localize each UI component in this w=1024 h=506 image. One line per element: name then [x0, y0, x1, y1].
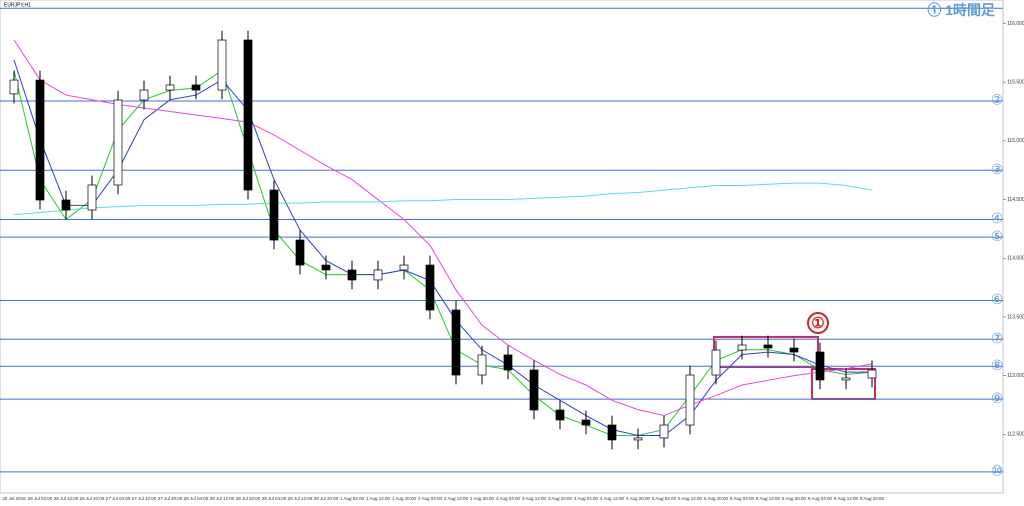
x-tick-label: 29 Jul 12:00	[288, 496, 313, 501]
y-tick-label: 115.000	[1007, 138, 1024, 144]
ma-line	[13, 39, 873, 417]
x-tick-label: 1 Aug 04:00	[340, 496, 365, 501]
candle-body	[529, 369, 539, 411]
y-tick-label: 112.500	[1007, 432, 1024, 438]
level-label: ④	[991, 210, 1004, 226]
y-tick-label: 114.000	[1007, 256, 1024, 262]
x-tick-label: 27 Jul 20:00	[158, 496, 183, 501]
x-tick-label: 29 Jul 20:00	[314, 496, 339, 501]
x-tick-label: 2 Aug 12:00	[444, 496, 469, 501]
ma-line	[13, 182, 873, 216]
x-tick-label: 8 Aug 20:00	[782, 496, 807, 501]
candle-body	[165, 84, 175, 91]
candle-body	[503, 354, 513, 371]
annotation: ①	[811, 315, 824, 332]
y-tick-label: 113.000	[1007, 373, 1024, 379]
level-label: ⑧	[991, 357, 1004, 373]
candle-body	[659, 424, 669, 439]
x-tick-label: 3 Aug 12:00	[522, 496, 547, 501]
x-tick-label: 28 Jul 12:00	[210, 496, 235, 501]
level-label: ⑤	[991, 228, 1004, 244]
x-tick-label: 1 Aug 20:00	[392, 496, 417, 501]
x-tick-label: 4 Aug 12:00	[600, 496, 625, 501]
y-tick-label: 116.000	[1007, 21, 1024, 27]
y-tick-label: 114.500	[1007, 197, 1024, 203]
x-tick-label: 28 Jul 04:00	[184, 496, 209, 501]
candle-body	[581, 419, 591, 426]
x-tick-label: 5 Aug 04:00	[652, 496, 677, 501]
candle-body	[763, 344, 773, 349]
candle-body	[113, 99, 123, 186]
level-label: ⑩	[991, 463, 1004, 479]
x-tick-label: 3 Aug 04:00	[496, 496, 521, 501]
candle-body	[217, 39, 227, 91]
candle-body	[841, 377, 851, 381]
x-tick-label: 26 Jul 12:00	[54, 496, 79, 501]
candle-body	[815, 351, 825, 381]
x-tick-label: 2 Aug 04:00	[418, 496, 443, 501]
candle-body	[451, 309, 461, 376]
level-label: ③	[991, 161, 1004, 177]
candle-body	[269, 189, 279, 241]
candle-body	[191, 84, 201, 91]
candle-body	[373, 269, 383, 281]
x-tick-label: 25 Jul 2016	[2, 496, 26, 501]
candle-body	[243, 39, 253, 191]
candle-body	[61, 199, 71, 211]
annotation-circle	[807, 312, 829, 334]
candle-body	[9, 79, 19, 95]
x-tick-label: 26 Jul 04:00	[28, 496, 53, 501]
x-tick-label: 4 Aug 20:00	[626, 496, 651, 501]
x-tick-label: 4 Aug 04:00	[574, 496, 599, 501]
x-tick-label: 29 Jul 04:00	[262, 496, 287, 501]
level-title: ① 1時間足	[927, 2, 996, 18]
x-tick-label: 8 Aug 12:00	[756, 496, 781, 501]
candle-body	[295, 239, 305, 266]
x-tick-label: 8 Aug 04:00	[730, 496, 755, 501]
candle-body	[685, 374, 695, 426]
candle-body	[633, 437, 643, 441]
x-tick-label: 9 Aug 20:00	[860, 496, 885, 501]
candle-body	[139, 89, 149, 101]
candle-body	[399, 264, 409, 271]
candle-body	[867, 369, 877, 379]
candle-body	[711, 349, 721, 376]
chart-title: EURJPY,H1	[4, 2, 31, 8]
candle-body	[555, 409, 565, 421]
level-label: ⑨	[991, 390, 1004, 406]
level-label: ②	[991, 92, 1004, 108]
x-tick-label: 5 Aug 20:00	[704, 496, 729, 501]
x-tick-label: 1 Aug 12:00	[366, 496, 391, 501]
x-tick-label: 27 Jul 04:00	[106, 496, 131, 501]
candle-body	[477, 354, 487, 376]
candle-body	[35, 79, 45, 201]
y-tick-label: 115.500	[1007, 79, 1024, 85]
plot-frame	[0, 0, 1004, 494]
x-tick-label: 2 Aug 20:00	[470, 496, 495, 501]
x-tick-label: 5 Aug 12:00	[678, 496, 703, 501]
level-label: ⑥	[991, 291, 1004, 307]
candle-body	[347, 269, 357, 281]
x-tick-label: 28 Jul 20:00	[236, 496, 261, 501]
x-tick-label: 9 Aug 12:00	[834, 496, 859, 501]
level-label: ⑦	[991, 330, 1004, 346]
x-tick-label: 9 Aug 04:00	[808, 496, 833, 501]
x-tick-label: 26 Jul 20:00	[80, 496, 105, 501]
candle-body	[87, 184, 97, 211]
x-tick-label: 27 Jul 12:00	[132, 496, 157, 501]
candle-body	[321, 264, 331, 271]
x-tick-label: 3 Aug 20:00	[548, 496, 573, 501]
candle-body	[789, 347, 799, 353]
candle-body	[737, 344, 747, 351]
y-tick-label: 113.500	[1007, 314, 1024, 320]
ma-line	[13, 69, 873, 436]
candle-body	[607, 424, 617, 441]
candle-body	[425, 264, 435, 311]
